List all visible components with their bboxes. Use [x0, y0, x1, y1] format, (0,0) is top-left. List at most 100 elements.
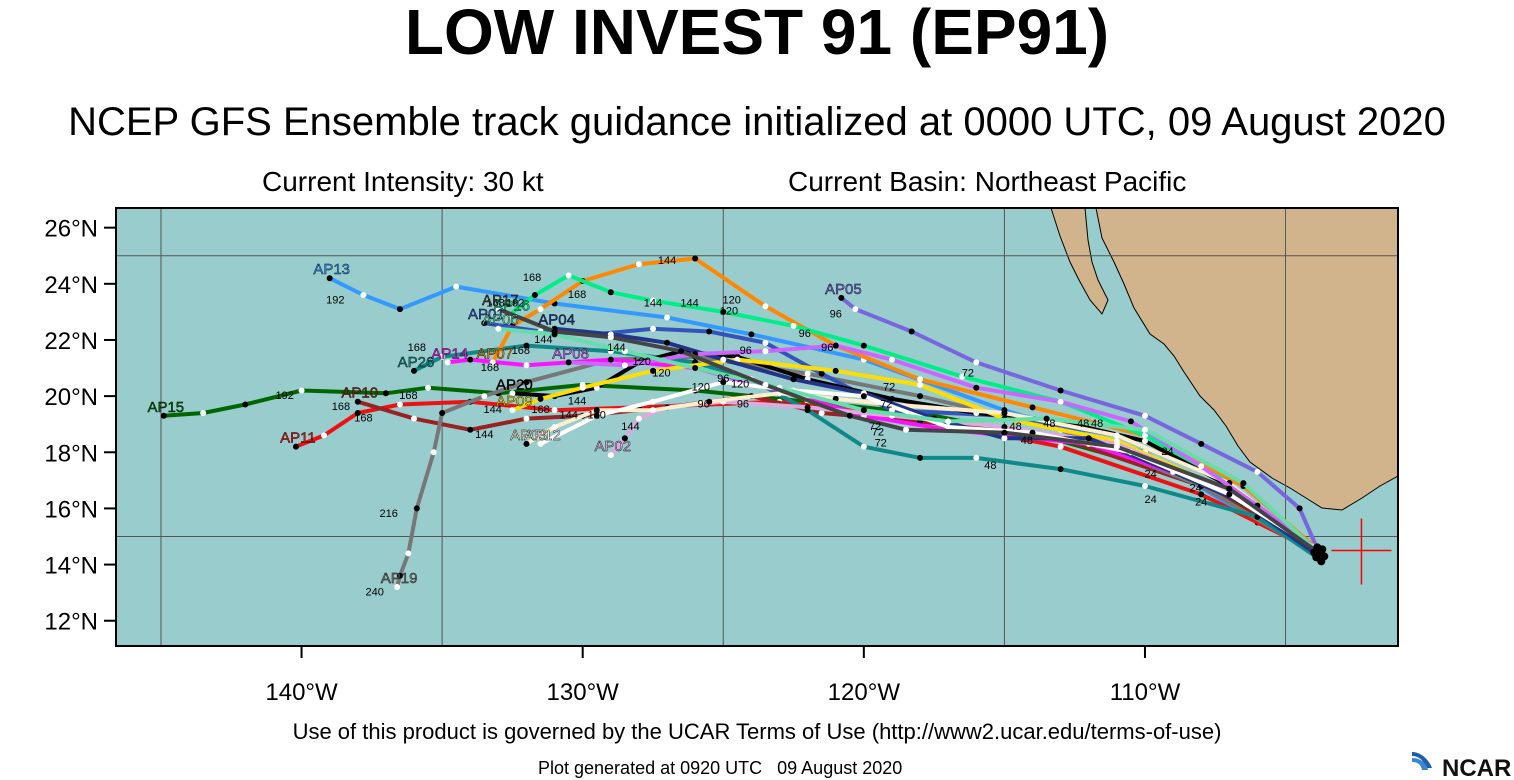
track-point	[720, 356, 727, 363]
forecast-hour-label: 48	[1091, 418, 1103, 430]
track-name-label: AP09	[496, 393, 533, 410]
initial-point	[1310, 548, 1319, 557]
forecast-hour-label: 144	[559, 410, 577, 422]
forecast-hour-label: 96	[799, 328, 811, 340]
track-point	[1057, 387, 1064, 394]
track-point	[973, 359, 980, 366]
track-point	[1141, 482, 1148, 489]
current-position-marker	[1331, 518, 1392, 585]
forecast-hour-label: 144	[658, 255, 676, 267]
lat-tick-label: 24°N	[44, 272, 98, 299]
forecast-hour-label: 72	[880, 398, 892, 410]
forecast-hour-label: 240	[365, 586, 383, 598]
track-point	[495, 325, 502, 332]
forecast-hour-label: 48	[984, 460, 996, 472]
track-name-label: AP07	[476, 345, 513, 362]
forecast-hour-label: 24	[1161, 446, 1173, 458]
forecast-hour-label: 120	[731, 379, 749, 391]
lon-tick-label: 130°W	[547, 679, 620, 706]
track-name-label: AP05	[825, 281, 862, 298]
track-point	[607, 289, 614, 296]
track-point	[537, 306, 544, 313]
current-basin: Current Basin: Northeast Pacific	[788, 166, 1187, 197]
track-point	[523, 415, 530, 422]
track-point	[489, 359, 496, 366]
track-point	[790, 376, 797, 383]
track-point	[649, 325, 656, 332]
forecast-hour-label: 144	[680, 297, 698, 309]
track-point	[1226, 491, 1233, 498]
forecast-hour-label: 144	[644, 297, 662, 309]
forecast-hour-label: 48	[1077, 418, 1089, 430]
track-point	[495, 306, 502, 313]
track-point	[439, 353, 446, 360]
track-point	[439, 409, 446, 416]
forecast-hour-label: 120	[692, 382, 710, 394]
track-point	[1141, 432, 1148, 439]
track-point	[1057, 398, 1064, 405]
track-point	[1141, 438, 1148, 445]
page-subtitle: NCEP GFS Ensemble track guidance initial…	[68, 100, 1446, 144]
track-point	[945, 424, 952, 430]
track-point	[1113, 443, 1120, 450]
track-point	[467, 426, 474, 433]
track-line	[566, 343, 1322, 553]
track-point	[537, 440, 544, 447]
track-point	[298, 387, 305, 394]
track-point	[678, 348, 685, 355]
track-point	[396, 572, 403, 579]
track-name-label: AP11	[280, 430, 316, 447]
track-point	[523, 379, 530, 386]
forecast-hour-label: 144	[621, 421, 639, 433]
track-point	[917, 454, 924, 461]
track-ap17	[495, 306, 1322, 556]
forecast-hour-label: 24	[1144, 469, 1156, 481]
track-name-label: AP19	[381, 570, 418, 587]
track-point	[945, 418, 952, 425]
track-point	[860, 342, 867, 349]
forecast-hour-label: 216	[380, 508, 398, 520]
track-point	[762, 348, 769, 355]
track-name-label: AP01	[468, 306, 505, 323]
track-point	[1085, 435, 1092, 442]
track-name-label: AP13	[313, 261, 350, 278]
track-point	[635, 415, 642, 422]
track-point	[200, 409, 207, 416]
forecast-hour-label: 48	[1021, 435, 1033, 447]
forecast-hour-label: 120	[723, 294, 741, 306]
track-point	[1198, 463, 1205, 470]
forecast-hour-label: 72	[872, 426, 884, 438]
track-point	[321, 432, 328, 439]
lat-tick-label: 22°N	[44, 328, 98, 355]
forecast-hour-label: 144	[607, 342, 625, 354]
forecast-hour-label: 72	[962, 367, 974, 379]
forecast-hour-label: 24	[1144, 494, 1156, 506]
track-point	[360, 292, 367, 299]
lat-tick-label: 14°N	[44, 553, 98, 580]
forecast-hour-label: 72	[869, 421, 881, 433]
track-point	[531, 292, 538, 299]
track-point	[664, 339, 671, 346]
ncar-logo: NCAR	[1412, 752, 1511, 780]
ncar-logo-text: NCAR	[1442, 755, 1511, 780]
track-point	[804, 370, 811, 377]
forecast-hour-label: 120	[652, 367, 670, 379]
track-point	[551, 424, 558, 430]
track-point	[242, 401, 249, 408]
track-point	[959, 373, 966, 380]
track-point	[860, 443, 867, 450]
track-point	[1113, 432, 1120, 439]
track-point	[425, 384, 432, 391]
track-point	[354, 398, 361, 405]
track-point	[607, 356, 614, 363]
track-point	[664, 314, 671, 321]
track-point	[748, 331, 755, 338]
track-point	[649, 297, 656, 304]
track-point	[818, 409, 825, 416]
track-point	[453, 283, 460, 290]
track-point	[1001, 429, 1008, 436]
track-point	[1296, 505, 1303, 512]
track-name-label: AP16	[493, 298, 530, 315]
track-point	[1001, 409, 1008, 416]
